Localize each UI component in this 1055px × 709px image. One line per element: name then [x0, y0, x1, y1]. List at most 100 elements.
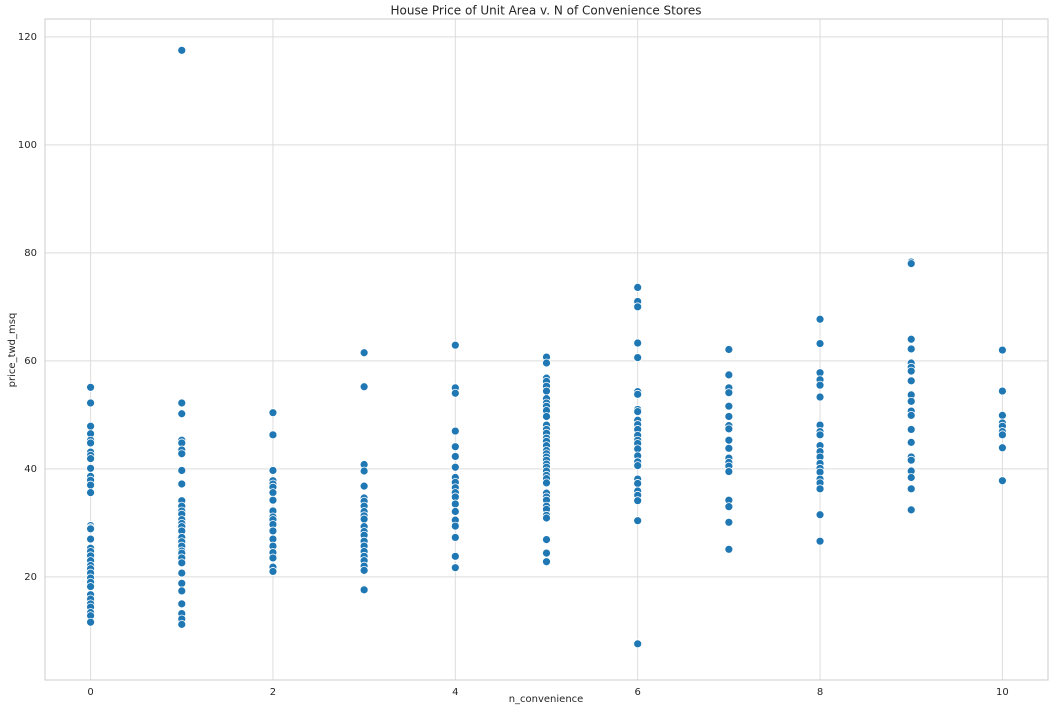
point: [724, 544, 734, 554]
point: [268, 408, 278, 418]
point: [177, 479, 187, 489]
point: [906, 396, 916, 406]
point: [268, 495, 278, 505]
grid: [45, 19, 1048, 680]
point: [906, 505, 916, 515]
point: [998, 345, 1007, 355]
point: [542, 386, 551, 396]
point: [450, 499, 460, 509]
x-tick-label: 0: [87, 687, 93, 698]
point: [815, 392, 825, 402]
point: [450, 507, 460, 516]
point: [359, 348, 369, 358]
point: [998, 386, 1007, 396]
point: [815, 339, 825, 348]
y-tick-label: 120: [18, 32, 37, 43]
point: [177, 568, 187, 578]
point: [542, 557, 551, 567]
point: [86, 438, 95, 448]
point: [177, 586, 187, 596]
point: [450, 452, 460, 461]
point: [906, 437, 916, 447]
point: [906, 425, 916, 434]
point: [998, 410, 1007, 420]
point: [268, 430, 278, 440]
point: [906, 473, 916, 482]
point: [177, 558, 187, 568]
x-tick-label: 10: [996, 687, 1009, 698]
chart-title: House Price of Unit Area v. N of Conveni…: [390, 4, 701, 18]
point: [724, 401, 734, 411]
point: [450, 442, 460, 452]
point: [724, 412, 734, 421]
point: [177, 45, 187, 55]
point: [815, 536, 825, 546]
point: [542, 412, 551, 421]
point: [633, 302, 643, 312]
y-tick-label: 100: [18, 140, 37, 151]
point: [86, 582, 95, 591]
point: [177, 409, 187, 419]
point: [86, 480, 95, 490]
point: [633, 282, 643, 292]
point: [906, 484, 916, 494]
point: [268, 526, 278, 536]
x-tick-label: 2: [270, 687, 276, 698]
point: [542, 548, 551, 558]
point: [86, 421, 95, 431]
point: [633, 338, 643, 348]
point: [542, 478, 551, 488]
point: [86, 463, 95, 473]
points: [86, 45, 1007, 649]
y-tick-label: 40: [24, 464, 37, 475]
point: [998, 430, 1007, 440]
point: [724, 502, 734, 512]
point: [177, 599, 187, 609]
point: [359, 382, 369, 392]
point: [906, 344, 916, 354]
point: [724, 517, 734, 527]
point: [359, 565, 369, 575]
y-tick-label: 20: [24, 572, 37, 583]
point: [177, 619, 187, 629]
point: [542, 358, 551, 368]
point: [633, 479, 643, 488]
point: [906, 410, 916, 420]
y-tick-label: 80: [24, 248, 37, 259]
point: [450, 388, 460, 398]
x-tick-label: 8: [817, 687, 823, 698]
point: [906, 259, 916, 269]
x-tick-label: 6: [634, 687, 640, 698]
point: [359, 514, 369, 524]
point: [724, 467, 734, 476]
point: [542, 513, 551, 523]
point: [906, 376, 916, 386]
point: [633, 516, 643, 526]
point: [450, 340, 460, 350]
point: [450, 462, 460, 472]
point: [542, 535, 551, 544]
point: [724, 443, 734, 453]
point: [359, 466, 369, 476]
point: [86, 488, 95, 498]
point: [906, 455, 916, 465]
x-tick-label: 4: [452, 687, 458, 698]
point: [268, 553, 278, 563]
point: [86, 524, 95, 534]
point: [450, 426, 460, 436]
point: [177, 466, 187, 475]
x-axis-label: n_convenience: [509, 694, 584, 705]
point: [177, 398, 187, 408]
y-axis-label: price_twd_msq: [7, 313, 18, 388]
point: [815, 510, 825, 520]
point: [633, 461, 643, 471]
point: [633, 353, 643, 363]
point: [86, 534, 95, 544]
point: [815, 380, 825, 390]
point: [86, 454, 95, 463]
y-tick-label: 60: [24, 356, 37, 367]
point: [906, 366, 916, 376]
point: [177, 578, 187, 588]
point: [359, 585, 369, 595]
